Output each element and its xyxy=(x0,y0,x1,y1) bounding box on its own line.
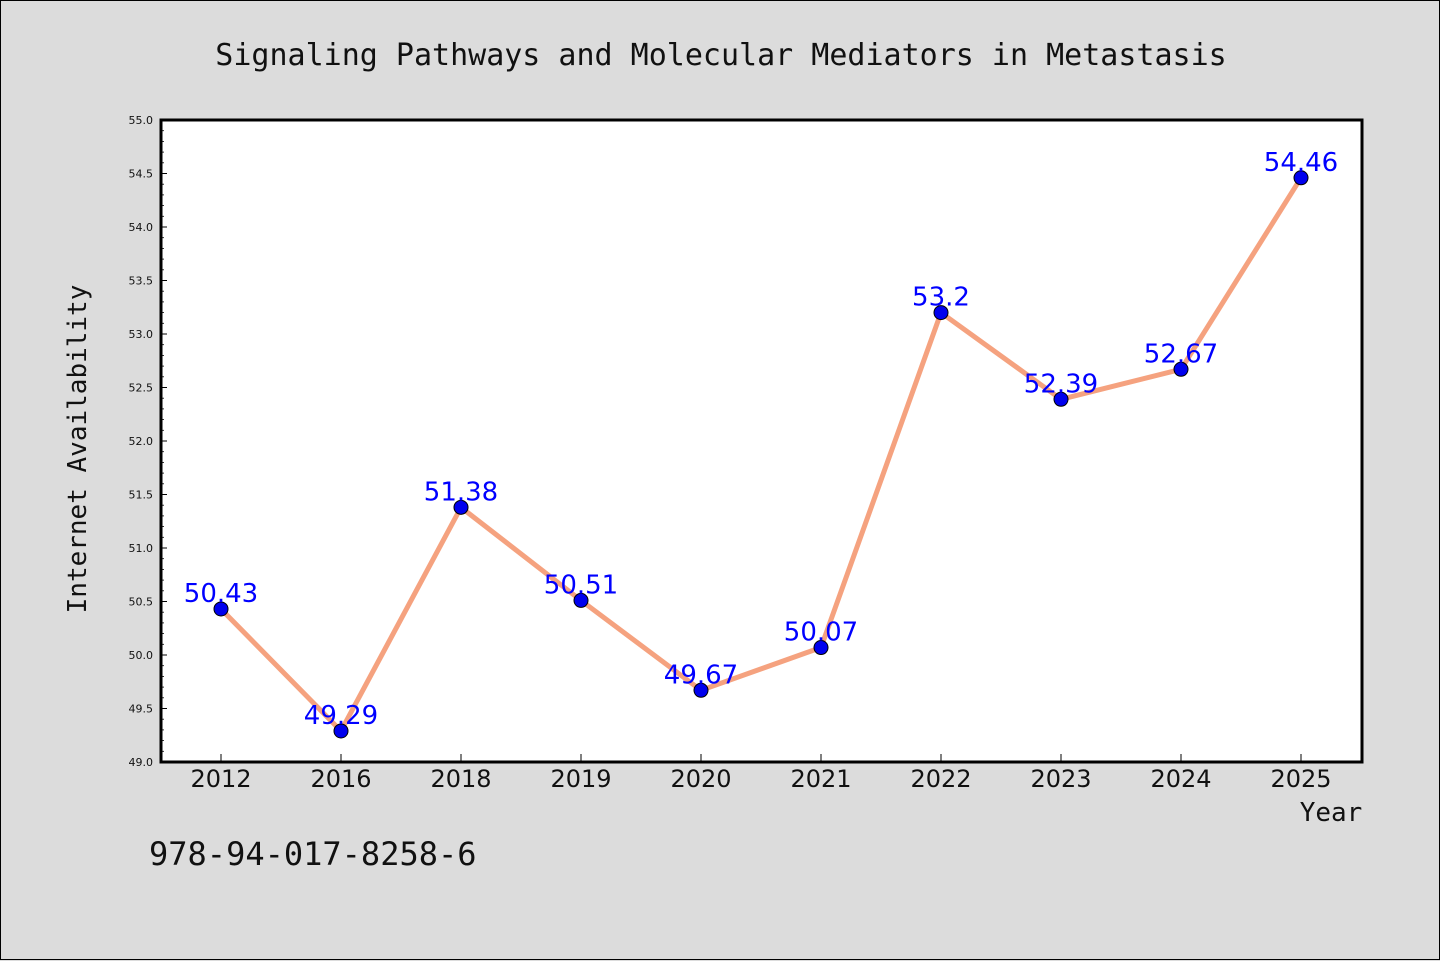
x-tick-label: 2018 xyxy=(430,765,491,793)
x-tick-label: 2024 xyxy=(1150,765,1211,793)
chart-title: Signaling Pathways and Molecular Mediato… xyxy=(215,38,1226,73)
data-label: 52.67 xyxy=(1144,339,1218,369)
x-tick-label: 2025 xyxy=(1270,765,1331,793)
data-label: 51.38 xyxy=(424,477,498,507)
y-tick-label: 54.0 xyxy=(129,221,154,234)
data-label: 49.29 xyxy=(304,701,378,731)
data-point xyxy=(453,499,469,515)
y-tick-label: 50.0 xyxy=(129,649,154,662)
data-point xyxy=(1053,391,1069,407)
y-tick-label: 55.0 xyxy=(129,114,154,127)
data-point xyxy=(693,682,709,698)
data-label: 50.51 xyxy=(544,570,618,600)
y-tick-label: 50.5 xyxy=(129,596,154,609)
x-tick-label: 2022 xyxy=(910,765,971,793)
y-tick-label: 53.0 xyxy=(129,328,154,341)
y-axis-label: Internet Availability xyxy=(63,285,93,614)
x-axis: 2012 2016 2018 2019 2020 2021 2022 2023 2024 2025 xyxy=(190,754,1332,793)
y-tick-label: 52.0 xyxy=(129,435,154,448)
data-point xyxy=(333,723,349,739)
plot-area xyxy=(159,118,1364,764)
x-tick-label: 2020 xyxy=(670,765,731,793)
y-tick-label: 51.0 xyxy=(129,542,154,555)
data-point xyxy=(933,305,949,321)
y-axis: 49.0 49.5 50.0 50.5 51.0 51.5 52.0 52.5 53.0 53.5… xyxy=(129,114,167,769)
x-tick-label: 2012 xyxy=(190,765,251,793)
data-label: 50.07 xyxy=(784,618,858,648)
x-tick-label: 2021 xyxy=(790,765,851,793)
y-tick-label: 49.0 xyxy=(129,756,154,769)
data-point xyxy=(1173,361,1189,377)
data-labels: 50.43 49.29 51.38 50.51 49.67 50.07 53.2 52.39 5… xyxy=(184,148,1338,731)
x-axis-label: Year xyxy=(1300,798,1363,828)
data-point xyxy=(573,592,589,608)
footnote-isbn: 978-94-017-8258-6 xyxy=(149,835,477,873)
x-tick-label: 2019 xyxy=(550,765,611,793)
y-tick-label: 53.5 xyxy=(129,275,154,288)
data-point xyxy=(213,601,229,617)
data-point xyxy=(813,640,829,656)
y-tick-label: 52.5 xyxy=(129,382,154,395)
data-label: 53.2 xyxy=(912,283,970,313)
y-tick-label: 54.5 xyxy=(129,168,154,181)
x-tick-label: 2023 xyxy=(1030,765,1091,793)
data-label: 54.46 xyxy=(1264,148,1338,178)
series-line xyxy=(218,175,1304,734)
data-label: 50.43 xyxy=(184,579,258,609)
y-tick-label: 49.5 xyxy=(129,703,154,716)
data-point xyxy=(1293,170,1309,186)
y-tick-label: 51.5 xyxy=(129,489,154,502)
data-label: 52.39 xyxy=(1024,369,1098,399)
series-layer xyxy=(213,170,1309,739)
data-label: 49.67 xyxy=(664,660,738,690)
x-tick-label: 2016 xyxy=(310,765,371,793)
